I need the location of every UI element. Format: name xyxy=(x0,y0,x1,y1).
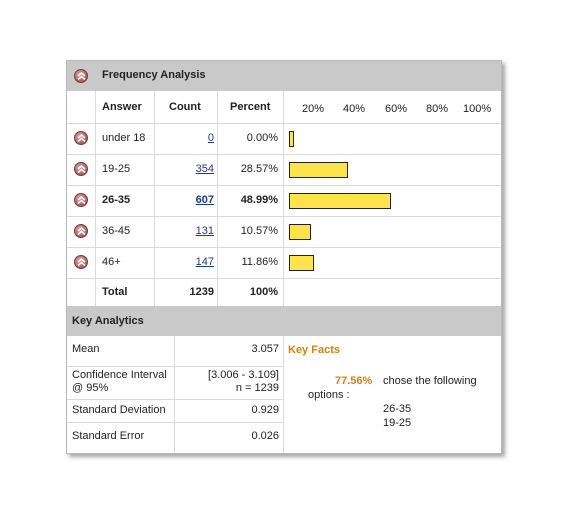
ci-label-sub: @ 95% xyxy=(72,382,109,394)
percent-value: 10.57% xyxy=(240,225,278,237)
count-column-header: Count xyxy=(169,101,201,113)
std-dev-label: Standard Deviation xyxy=(72,404,166,416)
frequency-analysis-panel: Frequency Analysis Answer Count Percent … xyxy=(66,60,502,454)
key-facts-percent: 77.56% xyxy=(335,375,373,387)
frequency-analysis-header: Frequency Analysis xyxy=(67,61,501,91)
answer-label: 46+ xyxy=(102,256,121,268)
count-link[interactable]: 607 xyxy=(195,194,214,206)
answer-label: under 18 xyxy=(102,132,146,144)
percent-value: 28.57% xyxy=(240,163,278,175)
total-label: Total xyxy=(102,286,128,298)
percent-bar xyxy=(289,255,314,271)
percent-bar xyxy=(289,193,391,209)
ci-value: [3.006 - 3.109] xyxy=(208,369,279,381)
count-link[interactable]: 147 xyxy=(195,256,214,268)
total-count: 1239 xyxy=(189,286,214,298)
expand-icon[interactable] xyxy=(74,131,88,145)
percent-bar xyxy=(289,224,311,240)
expand-icon[interactable] xyxy=(74,255,88,269)
scale-tick: 40% xyxy=(343,103,366,115)
scale-tick: 60% xyxy=(385,103,408,115)
percent-bar xyxy=(289,131,294,147)
key-analytics-title: Key Analytics xyxy=(72,315,144,327)
ci-n-value: n = 1239 xyxy=(235,382,279,394)
std-err-label: Standard Error xyxy=(72,430,145,442)
answer-label: 26-35 xyxy=(102,194,131,206)
count-link[interactable]: 0 xyxy=(207,132,214,144)
std-dev-value: 0.929 xyxy=(251,404,279,416)
key-facts-option: 19-25 xyxy=(383,417,412,429)
scale-tick: 20% xyxy=(302,103,325,115)
ci-label: Confidence Interval xyxy=(72,369,167,381)
answer-label: 19-25 xyxy=(102,163,131,175)
percent-value: 11.86% xyxy=(241,256,279,268)
key-facts-text-options: options : xyxy=(308,389,350,401)
key-facts-title: Key Facts xyxy=(288,344,340,356)
count-link[interactable]: 131 xyxy=(195,225,214,237)
count-link[interactable]: 354 xyxy=(195,163,214,175)
percent-value: 0.00% xyxy=(246,132,278,144)
expand-icon[interactable] xyxy=(74,224,88,238)
answer-column-header: Answer xyxy=(102,101,142,113)
std-err-value: 0.026 xyxy=(251,430,279,442)
collapse-icon[interactable] xyxy=(74,69,88,83)
scale-tick: 80% xyxy=(426,103,449,115)
mean-value: 3.057 xyxy=(251,343,279,355)
scale-tick: 100% xyxy=(463,103,492,115)
expand-icon[interactable] xyxy=(74,162,88,176)
percent-value: 48.99% xyxy=(240,194,278,206)
key-facts-option: 26-35 xyxy=(383,403,412,415)
mean-label: Mean xyxy=(72,343,100,355)
answer-label: 36-45 xyxy=(102,225,131,237)
frequency-analysis-title: Frequency Analysis xyxy=(102,69,206,81)
key-analytics-header: Key Analytics xyxy=(67,306,501,336)
expand-icon[interactable] xyxy=(74,193,88,207)
percent-bar xyxy=(289,162,348,178)
percent-column-header: Percent xyxy=(230,101,271,113)
total-percent: 100% xyxy=(249,286,278,298)
key-facts-text: chose the following xyxy=(383,375,477,387)
